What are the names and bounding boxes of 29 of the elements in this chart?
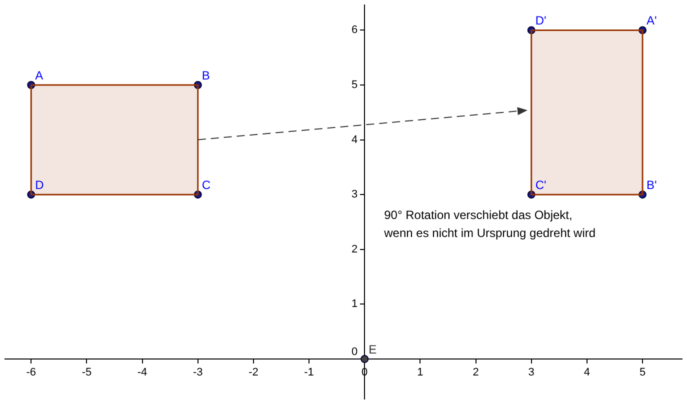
x-tick-label: -4 xyxy=(137,366,148,379)
annotation: 90° Rotation verschiebt das Objekt, wenn es nicht im Ursprung gedreht wird xyxy=(383,208,596,240)
data-label: D' xyxy=(535,14,546,28)
data-label: E xyxy=(368,342,377,356)
x-tick-label: -2 xyxy=(248,366,258,379)
x-tick-label: -3 xyxy=(192,366,203,379)
x-tick-label: 5 xyxy=(639,366,646,379)
x-tick-label: 1 xyxy=(417,366,424,379)
point xyxy=(360,354,369,363)
data-label: A xyxy=(35,68,44,82)
x-tick-label: 4 xyxy=(584,366,590,379)
y-tick-label: 6 xyxy=(351,24,358,36)
y-tick-label: 0 xyxy=(351,346,358,358)
y-tick-label: 2 xyxy=(351,243,358,256)
data-label: B' xyxy=(646,178,657,192)
x-tick-label: -5 xyxy=(82,366,92,379)
x-tick-label: 2 xyxy=(472,366,479,379)
x-tick-label: -1 xyxy=(304,366,314,379)
data-label: C' xyxy=(535,178,546,192)
y-tick-label: 5 xyxy=(351,79,358,92)
y-tick-label: 4 xyxy=(351,134,358,146)
data-label: C xyxy=(202,178,211,192)
x-tick-label: 3 xyxy=(528,366,534,379)
y-tick-label: 3 xyxy=(351,188,358,201)
data-label: B xyxy=(202,68,210,82)
data-label: D xyxy=(35,178,44,192)
data-label: A' xyxy=(646,14,657,28)
y-tick-label: 1 xyxy=(351,298,358,310)
x-tick-label: -6 xyxy=(26,366,36,379)
